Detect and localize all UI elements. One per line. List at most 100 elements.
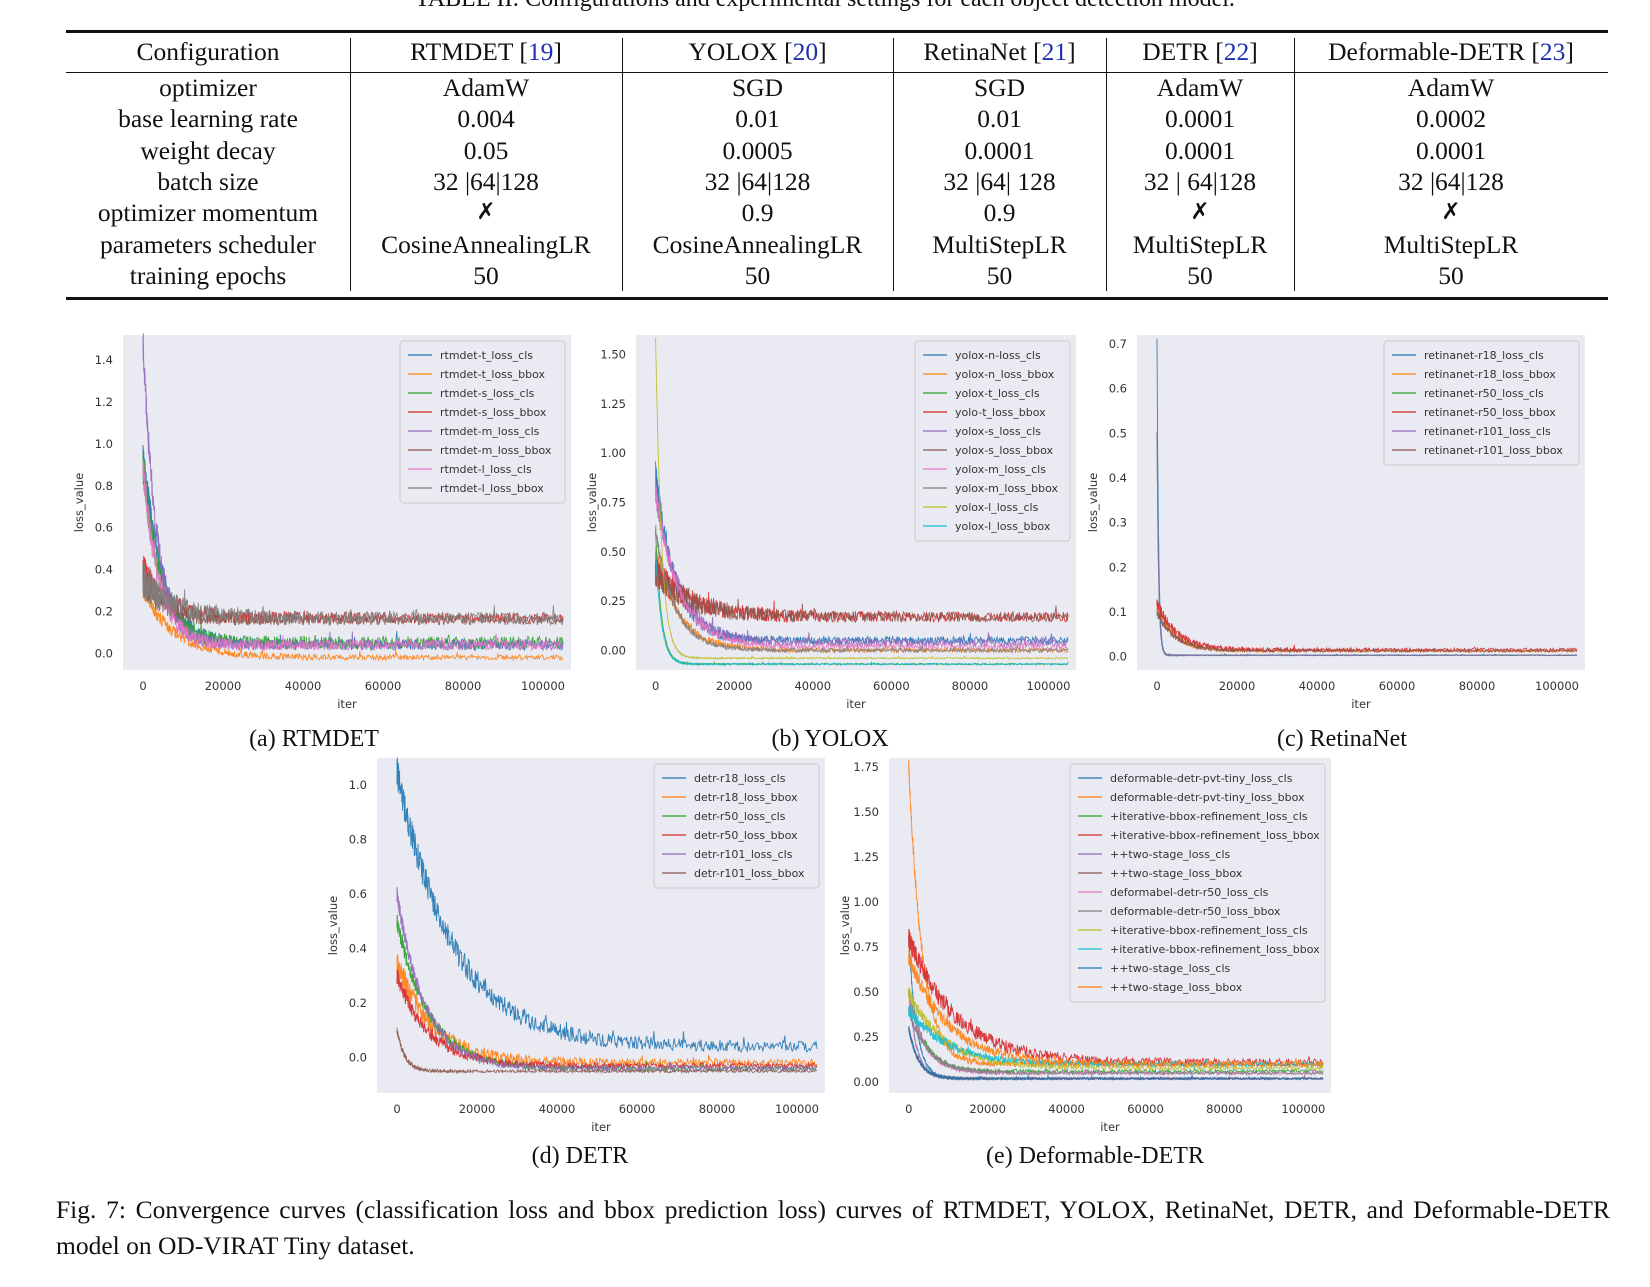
y-tick-label: 0.2: [1109, 560, 1127, 574]
x-tick-label: 60000: [365, 679, 402, 693]
table-row-label: optimizer: [159, 73, 257, 102]
legend-entry: yolox-m_loss_bbox: [955, 482, 1058, 495]
x-tick-label: 80000: [1459, 679, 1496, 693]
legend-entry: detr-r18_loss_cls: [694, 772, 786, 785]
x-tick-label: 40000: [1048, 1102, 1085, 1116]
citation-link[interactable]: 20: [792, 37, 819, 66]
legend-entry: detr-r101_loss_bbox: [694, 867, 805, 880]
table-header-cell: YOLOX [20]: [688, 37, 827, 66]
table-cell: 50: [473, 260, 499, 290]
legend: yolox-n-loss_cls yolox-n_loss_bbox yolox-t…: [914, 340, 1071, 542]
legend-box: [1383, 340, 1580, 466]
legend-box: [399, 340, 566, 504]
y-tick-label: 1.00: [853, 895, 879, 909]
table-cell: AdamW: [1156, 73, 1244, 102]
y-tick-label: 0.0: [95, 646, 113, 660]
series-line: [1156, 599, 1578, 654]
table-column-divider: [1294, 38, 1295, 292]
header-name: YOLOX: [688, 37, 778, 66]
citation-link[interactable]: 23: [1539, 37, 1566, 66]
legend-entry: yolox-n_loss_bbox: [955, 368, 1055, 381]
y-tick-label: 0.3: [1109, 516, 1127, 530]
legend-entry: rtmdet-s_loss_cls: [440, 387, 535, 400]
table-cell: SGD: [973, 73, 1025, 102]
legend-box: [653, 763, 820, 889]
y-tick-label: 1.50: [853, 805, 879, 819]
y-tick-label: 0.75: [600, 496, 626, 510]
y-axis-label: loss_value: [1086, 473, 1100, 532]
series-line: [396, 969, 818, 1071]
x-tick-label: 80000: [445, 679, 482, 693]
legend-entry: ++two-stage_loss_cls: [1110, 962, 1231, 975]
y-tick-label: 0.25: [600, 594, 626, 608]
y-tick-label: 0.6: [95, 521, 113, 535]
x-tick-label: 0: [652, 679, 659, 693]
series-line: [655, 524, 1069, 654]
subcaption-retinanet: (c) RetinaNet: [1277, 726, 1407, 752]
legend-entry: rtmdet-m_loss_cls: [440, 425, 540, 438]
series-line: [1156, 432, 1578, 657]
y-tick-label: 0.6: [349, 887, 367, 901]
legend-entry: deformabel-detr-r50_loss_cls: [1110, 886, 1269, 899]
y-tick-label: 0.4: [349, 942, 367, 956]
series-line: [908, 1004, 1324, 1069]
table-cell: MultiStepLR: [1132, 229, 1268, 259]
table-cell: 50: [1187, 260, 1213, 290]
chart-svg: 0 20000 40000 60000 80000 100000 0.0 0.2 0.4 0.6 0…: [72, 333, 571, 711]
y-tick-label: 0.75: [853, 940, 879, 954]
y-tick-label: 0.50: [853, 985, 879, 999]
legend-entry: yolox-l_loss_bbox: [955, 520, 1051, 533]
table-cell: 32 |64|128: [704, 166, 811, 196]
table-cell: ✗: [1441, 199, 1461, 226]
plot-rtmdet: 0 20000 40000 60000 80000 100000 0.0 0.2 0.4 0.6 0…: [72, 333, 576, 715]
table-cell: 0.01: [735, 104, 780, 134]
y-tick-label: 0.6: [1109, 382, 1127, 396]
y-tick-label: 1.00: [600, 446, 626, 460]
table-cell: ✗: [476, 199, 496, 226]
legend-entry: ++two-stage_loss_bbox: [1110, 867, 1243, 880]
legend-entry: rtmdet-l_loss_bbox: [440, 482, 544, 495]
table-header-cell: Deformable-DETR [23]: [1328, 37, 1574, 66]
table-column-divider: [350, 38, 351, 292]
table-cell: 0.05: [463, 135, 509, 165]
y-tick-label: 0.25: [853, 1030, 879, 1044]
x-tick-label: 0: [139, 679, 146, 693]
x-axis-label: iter: [1351, 697, 1371, 711]
legend-entry: yolox-n-loss_cls: [955, 349, 1041, 362]
series-line: [655, 551, 1069, 667]
series-line: [655, 485, 1069, 651]
x-tick-label: 20000: [1219, 679, 1256, 693]
citation-link[interactable]: 21: [1041, 37, 1068, 66]
header-name: Deformable-DETR: [1328, 37, 1525, 66]
legend-entry: detr-r101_loss_cls: [694, 848, 793, 861]
citation-link[interactable]: 22: [1223, 37, 1250, 66]
x-tick-label: 60000: [619, 1102, 656, 1116]
table-top-rule: [66, 30, 1608, 33]
series-line: [655, 558, 1069, 624]
series-line: [396, 954, 818, 1069]
table-cell: MultiStepLR: [1383, 229, 1519, 259]
y-axis-label: loss_value: [326, 896, 340, 955]
header-name: DETR: [1142, 37, 1209, 66]
x-tick-label: 20000: [969, 1102, 1006, 1116]
table-cell: 0.01: [977, 104, 1022, 134]
table-row-label: batch size: [157, 166, 259, 196]
legend-entry: rtmdet-t_loss_cls: [440, 349, 533, 362]
table-cell: AdamW: [1407, 73, 1495, 102]
table-cell: CosineAnnealingLR: [381, 229, 591, 259]
table-cell: 0.0001: [1164, 104, 1236, 134]
plot-deformable-detr: 0 20000 40000 60000 80000 100000 0.00 0.25 0.50 0…: [836, 758, 1336, 1138]
x-tick-label: 100000: [1281, 1102, 1325, 1116]
series-group: [1156, 338, 1578, 658]
legend-entry: ++two-stage_loss_cls: [1110, 848, 1231, 861]
table-cell: CosineAnnealingLR: [652, 229, 863, 259]
series-group: [396, 757, 818, 1075]
x-tick-label: 20000: [716, 679, 753, 693]
citation-link[interactable]: 19: [527, 37, 554, 66]
table-header-rule: [66, 72, 1608, 74]
x-tick-label: 0: [905, 1102, 912, 1116]
x-axis-label: iter: [846, 697, 866, 711]
x-tick-label: 100000: [1027, 679, 1071, 693]
legend: retinanet-r18_loss_cls retinanet-r18_loss…: [1383, 340, 1580, 466]
series-line: [396, 757, 818, 1053]
